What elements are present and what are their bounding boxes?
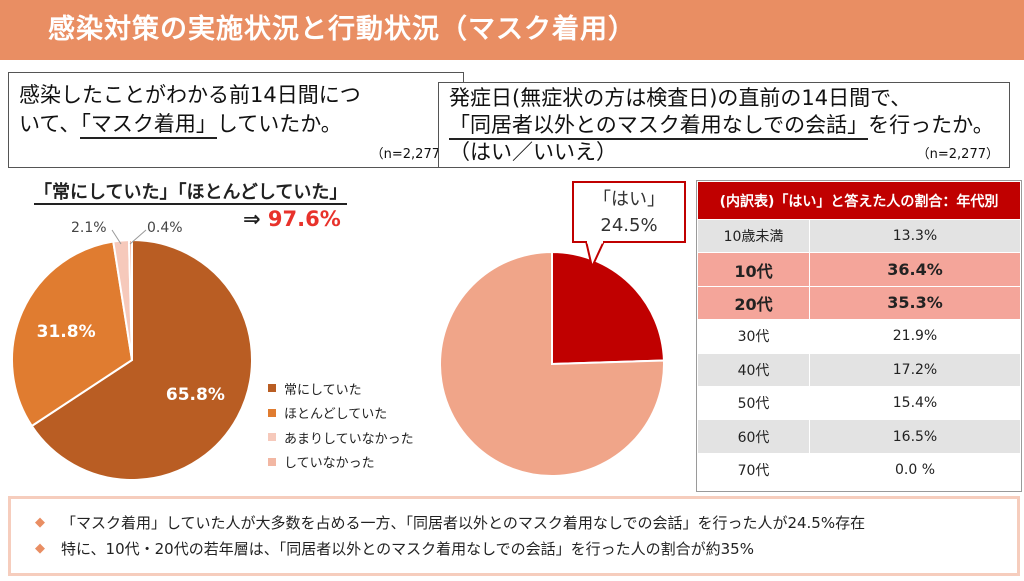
percent-cell: 21.9% [809,319,1021,354]
legend-swatch [268,384,276,393]
table-row: 20代 35.3% [697,285,1021,321]
combined-total-value: 97.6% [267,207,341,231]
left-sample-size: （n=2,277） [370,147,453,162]
pie-data-label: 31.8% [37,322,96,342]
percent-cell: 35.3% [809,285,1021,321]
summary-line-1: ◆ 「マスク着用」していた人が大多数を占める一方、「同居者以外とのマスク着用なし… [35,513,866,532]
legend-item: していなかった [268,450,414,475]
left-question-line2: いて、「マスク着用」していたか。 [19,110,463,139]
right-question-line1: 発症日(無症状の方は検査日)の直前の14日間で、 [449,86,912,110]
age-cell: 50代 [697,385,810,421]
age-cell: 40代 [697,352,810,387]
age-cell: 70代 [697,452,810,488]
callout-value: 24.5% [600,215,658,236]
pie-slice [439,250,665,477]
table-title: (内訳表)「はい」と答えた人の割合：年代別 [697,181,1021,220]
yes-callout: 「はい」 24.5% [572,181,686,243]
page-title: 感染対策の実施状況と行動状況（マスク着用） [0,0,1024,60]
pie-slice [127,238,133,361]
age-cell: 20代 [697,285,810,321]
right-question-box: 発症日(無症状の方は検査日)の直前の14日間で、 「同居者以外とのマスク着用なし… [438,82,1010,168]
legend-swatch [268,408,276,417]
age-cell: 60代 [697,419,810,454]
pie-slice [551,250,665,366]
legend-item: ほとんどしていた [268,401,414,426]
table-row: 10代 36.4% [697,252,1021,287]
table-row: 70代 0.0 % [697,452,1021,488]
right-question-line3: （はい／いいえ） [449,140,617,164]
legend-swatch [268,457,276,466]
pie-slice [11,240,134,428]
callout-pointer [584,241,606,271]
right-question-underlined: 「同居者以外とのマスク着用なしでの会話」 [449,113,869,140]
conversation-pie-chart [439,250,665,477]
percent-cell: 15.4% [809,385,1021,421]
left-question-underlined: 「マスク着用」 [80,112,217,139]
diamond-icon: ◆ [35,514,45,530]
pie-data-label: 65.8% [166,385,225,405]
age-cell: 30代 [697,319,810,354]
pie1-label-small-a: 2.1% [71,220,107,236]
legend-item: あまりしていなかった [268,425,414,450]
left-question-line1: 感染したことがわかる前14日間につ [19,83,361,107]
combined-total: ⇒ 97.6% [243,207,341,231]
left-subheading: 「常にしていた」「ほとんどしていた」 [34,182,348,205]
summary-line-2: ◆ 特に、10代・20代の若年層は、「同居者以外とのマスク着用なしでの会話」を行… [35,539,754,558]
mask-wearing-pie-chart: 65.8% 31.8% [11,238,253,481]
percent-cell: 36.4% [809,252,1021,287]
table-row: 10歳未満 13.3% [697,218,1021,254]
table-row: 50代 15.4% [697,385,1021,421]
pie1-legend: 常にしていた ほとんどしていた あまりしていなかった していなかった [268,376,414,474]
percent-cell: 0.0 % [809,452,1021,488]
right-sample-size: （n=2,277） [916,147,999,162]
pie1-leader-lines [111,229,147,245]
summary-box: ◆ 「マスク着用」していた人が大多数を占める一方、「同居者以外とのマスク着用なし… [8,496,1020,576]
percent-cell: 13.3% [809,218,1021,254]
legend-swatch [268,433,276,442]
pie-slice [30,238,253,481]
right-question-line2: 「同居者以外とのマスク着用なしでの会話」を行ったか。 [449,112,1009,140]
callout-label: 「はい」 [593,189,665,210]
table-row: 30代 21.9% [697,319,1021,354]
table-row: 60代 16.5% [697,419,1021,454]
diamond-icon: ◆ [35,540,45,556]
percent-cell: 17.2% [809,352,1021,387]
pie1-label-small-b: 0.4% [147,220,183,236]
legend-item: 常にしていた [268,376,414,401]
percent-cell: 16.5% [809,419,1021,454]
age-cell: 10代 [697,252,810,287]
left-question-box: 感染したことがわかる前14日間につ いて、「マスク着用」していたか。 （n=2,… [8,72,464,168]
age-cell: 10歳未満 [697,218,810,254]
age-breakdown-table: (内訳表)「はい」と答えた人の割合：年代別 10歳未満 13.3% 10代 36.4%… [697,181,1021,488]
table-row: 40代 17.2% [697,352,1021,387]
